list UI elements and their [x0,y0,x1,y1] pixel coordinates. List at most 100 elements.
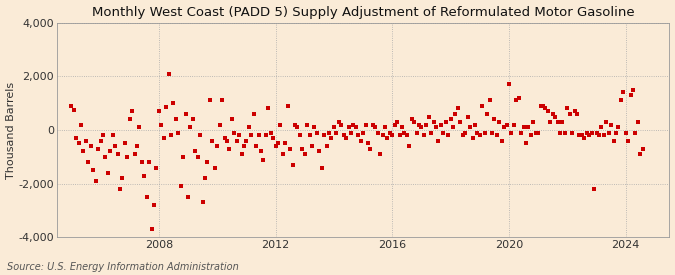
Point [557,120,568,124]
Point [576,133,587,138]
Point [399,130,410,135]
Point [616,98,626,103]
Point [226,117,237,122]
Point [297,147,308,151]
Point [195,133,206,138]
Point [173,130,184,135]
Point [435,122,446,127]
Point [464,125,475,130]
Point [360,122,371,127]
Point [496,139,507,143]
Point [601,120,612,124]
Point [134,125,145,130]
Point [531,130,541,135]
Point [275,122,286,127]
Point [95,139,106,143]
Point [547,112,558,116]
Point [136,160,147,164]
Point [560,130,570,135]
Point [200,176,211,180]
Point [146,227,157,232]
Point [139,174,150,178]
Point [555,130,566,135]
Point [202,160,213,164]
Point [549,114,560,119]
Point [163,71,174,76]
Point [115,187,126,191]
Point [183,195,194,199]
Point [460,130,470,135]
Point [367,122,378,127]
Point [317,165,327,170]
Point [406,117,417,122]
Point [540,106,551,111]
Point [632,120,643,124]
Point [443,133,454,138]
Text: Source: U.S. Energy Information Administration: Source: U.S. Energy Information Administ… [7,262,238,272]
Point [280,141,291,145]
Point [217,98,227,103]
Point [362,141,373,145]
Point [446,117,456,122]
Point [416,125,427,130]
Point [426,130,437,135]
Point [511,98,522,103]
Point [599,133,610,138]
Point [389,122,400,127]
Point [331,130,342,135]
Point [375,152,385,156]
Point [487,130,497,135]
Point [501,122,512,127]
Point [373,130,383,135]
Point [112,152,123,156]
Point [341,136,352,140]
Point [321,144,332,148]
Point [516,130,526,135]
Point [197,200,208,205]
Point [525,133,536,138]
Point [246,133,256,138]
Point [635,152,646,156]
Point [338,133,349,138]
Point [107,133,118,138]
Point [637,147,648,151]
Point [287,163,298,167]
Point [603,130,614,135]
Point [90,179,101,183]
Point [572,112,583,116]
Point [392,120,402,124]
Point [370,125,381,130]
Point [221,139,232,143]
Point [83,160,94,164]
Point [144,160,155,164]
Point [207,139,218,143]
Point [304,133,315,138]
Point [309,125,320,130]
Point [574,133,585,138]
Point [178,155,188,159]
Point [450,112,461,116]
Point [589,187,599,191]
Point [110,144,121,148]
Point [421,122,432,127]
Point [78,149,89,154]
Point [122,155,133,159]
Point [282,104,293,108]
Point [153,109,164,113]
Point [117,176,128,180]
Point [188,117,198,122]
Point [103,171,113,175]
Point [630,130,641,135]
Point [105,149,115,154]
Point [518,125,529,130]
Point [508,122,519,127]
Point [467,136,478,140]
Point [151,165,162,170]
Point [256,149,267,154]
Point [261,133,271,138]
Point [591,130,602,135]
Point [214,122,225,127]
Point [192,155,203,159]
Point [85,144,96,148]
Point [513,95,524,100]
